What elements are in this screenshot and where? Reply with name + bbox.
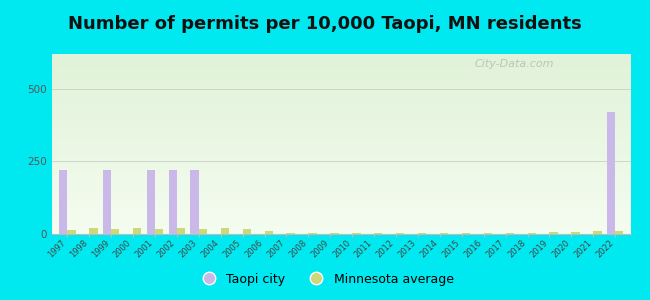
Bar <box>549 232 558 234</box>
Bar <box>593 231 602 234</box>
Bar <box>199 229 207 234</box>
Text: City-Data.com: City-Data.com <box>474 59 554 69</box>
Bar <box>396 233 404 234</box>
Bar <box>111 229 120 234</box>
Bar <box>374 233 382 234</box>
Bar <box>59 170 68 234</box>
Bar <box>308 233 317 234</box>
Bar <box>68 230 75 234</box>
Bar <box>133 228 142 234</box>
Legend: Taopi city, Minnesota average: Taopi city, Minnesota average <box>191 268 459 291</box>
Bar <box>615 231 623 234</box>
Bar <box>440 232 448 234</box>
Bar <box>287 232 295 234</box>
Bar <box>607 112 615 234</box>
Bar <box>571 232 580 234</box>
Bar <box>330 233 339 234</box>
Bar <box>147 170 155 234</box>
Bar <box>155 230 163 234</box>
Bar <box>352 233 361 234</box>
Bar <box>221 228 229 234</box>
Bar <box>265 230 273 234</box>
Bar <box>103 170 111 234</box>
Bar <box>462 232 470 234</box>
Bar <box>418 233 426 234</box>
Bar <box>168 170 177 234</box>
Bar <box>242 229 251 234</box>
Bar <box>190 170 199 234</box>
Bar <box>484 232 492 234</box>
Text: Number of permits per 10,000 Taopi, MN residents: Number of permits per 10,000 Taopi, MN r… <box>68 15 582 33</box>
Bar <box>177 228 185 234</box>
Bar <box>506 232 514 234</box>
Bar <box>89 228 98 234</box>
Bar <box>528 232 536 234</box>
